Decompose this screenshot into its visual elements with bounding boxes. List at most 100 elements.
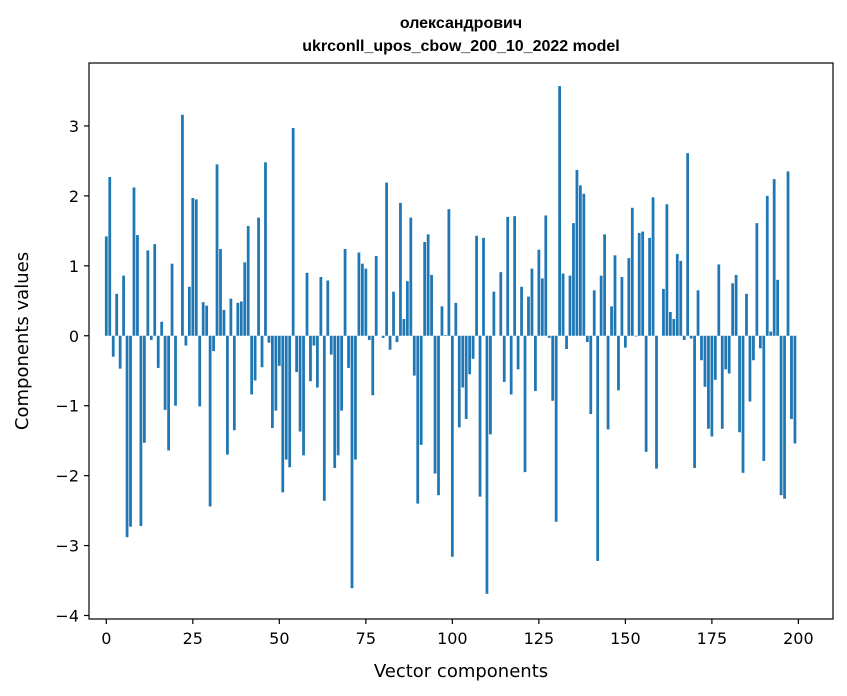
bar [136,235,139,336]
bar [329,335,333,355]
bar [118,335,122,369]
bar [412,335,416,376]
y-tick-label: −3 [55,537,79,556]
x-tick-label: 125 [524,629,555,648]
bar [291,128,295,336]
bar [755,223,759,336]
bar [184,335,188,346]
bar [772,179,776,336]
bar [288,335,292,468]
bar [129,335,132,527]
x-tick-label: 100 [437,629,468,648]
bar [319,277,323,336]
bar [762,335,766,461]
bar [651,197,655,336]
bar [544,215,548,336]
bar [433,335,437,474]
x-tick-label: 200 [783,629,814,648]
bar [779,335,783,496]
bar [482,237,485,336]
bar [163,335,167,410]
bar [305,272,309,336]
bar [170,263,174,336]
bar [707,335,710,429]
bar [153,244,157,336]
bar [253,335,257,381]
bar [399,202,402,336]
bar [648,237,651,336]
bar [599,275,603,336]
bar [267,335,271,343]
x-tick-label: 50 [269,629,289,648]
bar [554,335,558,522]
bar [686,153,690,336]
bar [682,335,686,340]
bar [679,260,683,336]
chart-title: олександрович [400,15,522,32]
bar [731,283,735,336]
bar [274,335,278,411]
bar [464,335,468,419]
bar [537,249,541,336]
y-axis-ticks: −4 −3 −2 −1 0 1 2 3 [55,117,89,626]
bar [734,274,738,336]
bar [243,262,247,336]
plot-frame [88,62,834,620]
bar [468,335,472,375]
bar [700,335,703,361]
bar [689,335,693,339]
bar [668,311,672,336]
bar [111,335,115,357]
bar [540,278,544,336]
bar [741,335,745,473]
bar [309,335,312,382]
bar [444,335,447,336]
bar [132,187,136,336]
bar [502,335,506,382]
bar [437,335,440,496]
bar [360,263,364,336]
bar [790,335,793,419]
bar [108,177,112,336]
bar [104,236,108,336]
bar [534,335,537,391]
bar [547,335,551,338]
bar [758,335,762,349]
bar [139,335,143,526]
bar [655,335,658,469]
bar [187,286,191,336]
bar [125,335,129,538]
y-tick-label: −4 [55,607,79,626]
bar [405,281,409,336]
bar [630,207,634,336]
bar [509,335,513,395]
bar [174,335,177,406]
bar [589,335,593,415]
y-tick-label: 2 [69,187,79,206]
bar [156,335,160,368]
bar [561,273,565,336]
bar [257,217,260,336]
bar [423,242,427,336]
bar [520,286,523,336]
bar [641,231,645,336]
bar [489,335,492,435]
x-tick-label: 150 [610,629,641,648]
bar [409,217,413,336]
bar [551,335,555,401]
y-tick-label: −1 [55,397,79,416]
bar [617,335,620,391]
bar [388,335,392,350]
bar [395,335,399,343]
bar [447,209,451,336]
bar [637,232,641,336]
x-tick-label: 0 [101,629,111,648]
bar [381,335,385,338]
bar [371,335,375,396]
bar [457,335,461,428]
bar [357,252,361,336]
bar [610,306,613,336]
bar [343,249,347,336]
y-tick-label: 3 [69,117,79,136]
bar [215,164,219,336]
